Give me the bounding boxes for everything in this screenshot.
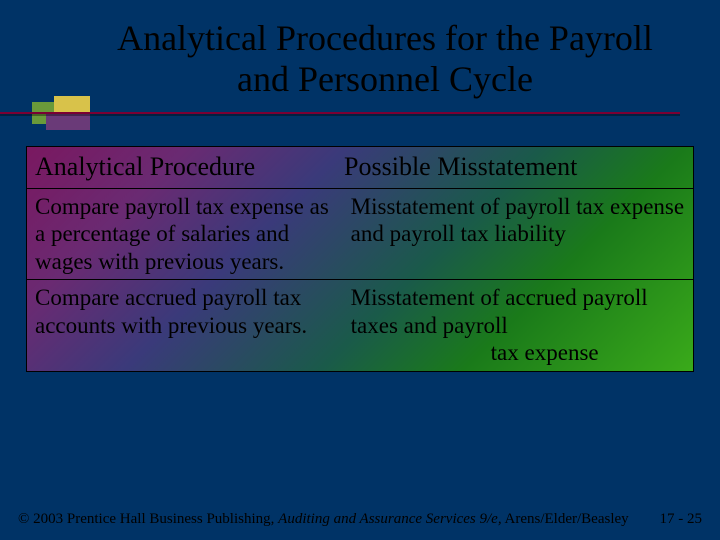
table-row: Compare payroll tax expense as a percent… — [27, 189, 693, 281]
cell-procedure: Compare accrued payroll tax accounts wit… — [27, 280, 347, 371]
title-area: Analytical Procedures for the Payroll an… — [0, 0, 720, 109]
footer-authors: Arens/Elder/Beasley — [502, 511, 629, 527]
slide-title: Analytical Procedures for the Payroll an… — [90, 18, 680, 101]
footer-citation: © 2003 Prentice Hall Business Publishing… — [18, 511, 629, 528]
table-body: Compare payroll tax expense as a percent… — [27, 189, 693, 372]
misstatement-main: Misstatement of accrued payroll taxes an… — [351, 285, 648, 338]
table-row: Compare accrued payroll tax accounts wit… — [27, 280, 693, 371]
header-possible-misstatement: Possible Misstatement — [320, 147, 693, 188]
misstatement-trail: tax expense — [351, 339, 685, 367]
content-table: Analytical Procedure Possible Misstateme… — [26, 146, 694, 372]
header-analytical-procedure: Analytical Procedure — [27, 147, 320, 188]
footer: © 2003 Prentice Hall Business Publishing… — [0, 511, 720, 528]
footer-book-title: Auditing and Assurance Services 9/e, — [278, 511, 501, 527]
title-divider — [0, 112, 680, 114]
table-header-row: Analytical Procedure Possible Misstateme… — [27, 147, 693, 189]
footer-copyright: © 2003 Prentice Hall Business Publishing… — [18, 511, 278, 527]
cell-procedure: Compare payroll tax expense as a percent… — [27, 189, 347, 280]
cell-misstatement: Misstatement of payroll tax expense and … — [347, 189, 693, 280]
logo-purple-rect — [46, 112, 90, 130]
footer-page-number: 17 - 25 — [660, 511, 703, 528]
cell-misstatement: Misstatement of accrued payroll taxes an… — [347, 280, 693, 371]
